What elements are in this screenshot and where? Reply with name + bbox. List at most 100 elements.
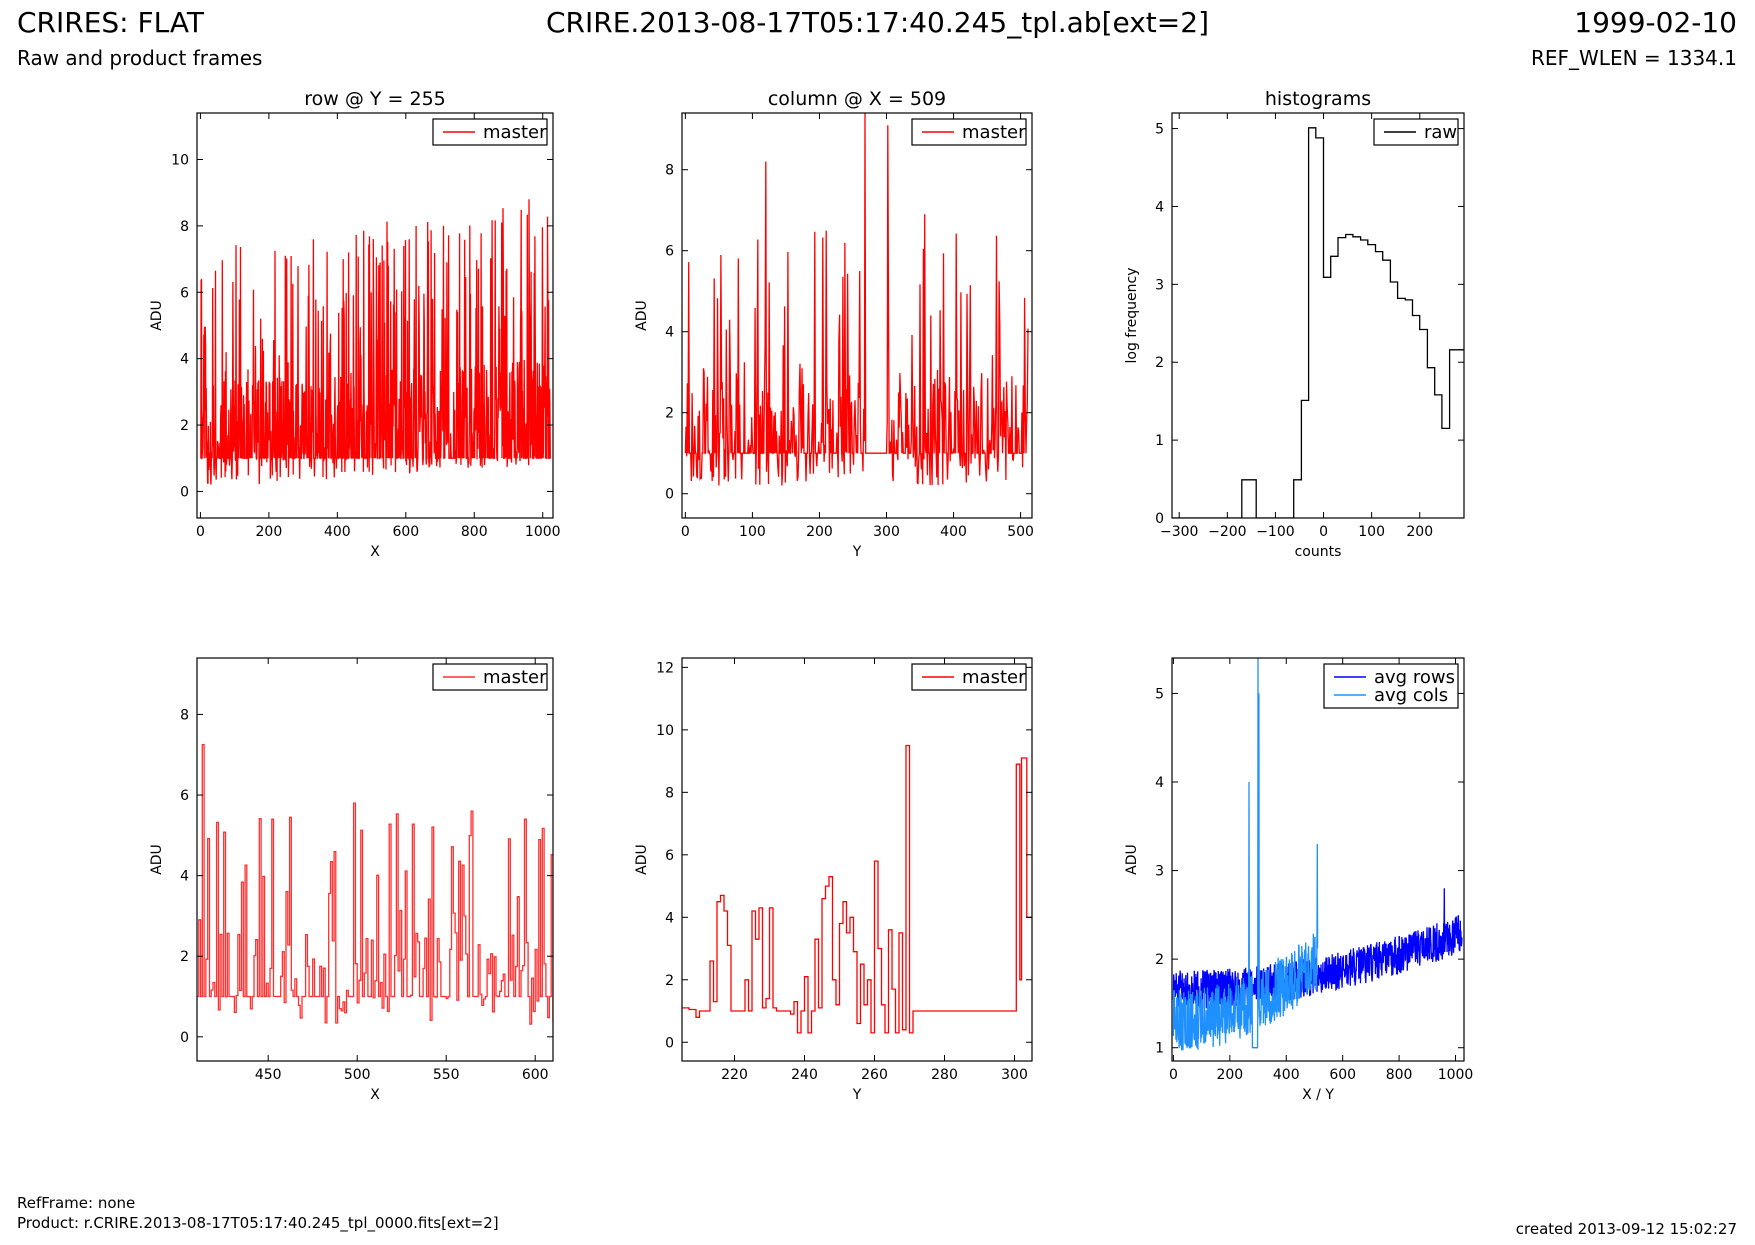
y-tick-label: 3: [1155, 864, 1164, 880]
y-tick-label: 8: [665, 163, 674, 179]
series-line-raw: [1172, 127, 1464, 518]
y-tick-label: 4: [180, 869, 189, 885]
report-subtitle: Raw and product frames: [17, 46, 263, 70]
y-axis-label: ADU: [150, 844, 165, 875]
report-title: CRIRES: FLAT: [17, 6, 204, 39]
chart-column-zoom: 220 240 260 280 300 0 2 4 6 8 10 12 Y ADU master: [634, 657, 1033, 1103]
y-tick-label: 5: [1155, 686, 1164, 702]
plot-frame: [1171, 112, 1465, 519]
y-tick-label: 3: [1155, 277, 1164, 293]
y-tick-label: 4: [665, 910, 674, 926]
x-tick-label: 300: [873, 524, 900, 540]
y-tick-label: 1: [1155, 433, 1164, 449]
x-tick-label: 500: [344, 1067, 371, 1083]
x-tick-label: −300: [1160, 524, 1198, 540]
x-tick-label: 260: [861, 1067, 888, 1083]
x-tick-label: 200: [1406, 524, 1433, 540]
ref-frame: RefFrame: none: [17, 1194, 136, 1212]
product-name: Product: r.CRIRE.2013-08-17T05:17:40.245…: [17, 1214, 499, 1232]
y-tick-label: 2: [665, 973, 674, 989]
y-axis-label: ADU: [150, 300, 165, 331]
x-tick-label: −200: [1208, 524, 1246, 540]
date-title: 1999-02-10: [1574, 6, 1737, 39]
y-tick-label: 2: [180, 949, 189, 965]
y-tick-label: 4: [180, 352, 189, 368]
x-tick-label: 450: [255, 1067, 282, 1083]
x-tick-label: −100: [1256, 524, 1294, 540]
y-tick-label: 6: [665, 848, 674, 864]
chart-row-y255: row @ Y = 255 0 200 400 600 800 1000 0 2 4 6 8 10 X AD…: [150, 90, 561, 560]
x-tick-label: 300: [1001, 1067, 1028, 1083]
x-tick-label: 1000: [525, 524, 561, 540]
legend: master: [911, 118, 1027, 146]
y-tick-label: 0: [665, 1035, 674, 1051]
x-axis-label: X: [370, 544, 380, 560]
y-tick-label: 1: [1155, 1041, 1164, 1057]
y-tick-label: 6: [180, 788, 189, 804]
legend-label: master: [483, 122, 547, 143]
y-tick-label: 4: [665, 325, 674, 341]
plot-frame: [196, 657, 554, 1062]
x-tick-label: 0: [196, 524, 205, 540]
x-tick-label: 220: [721, 1067, 748, 1083]
y-tick-label: 0: [180, 1030, 189, 1046]
x-axis-label: X: [370, 1087, 380, 1103]
chart-column-x509: column @ X = 509 0 100 200 300 400 500 0 2 4 6 8 Y AD…: [634, 90, 1034, 560]
x-tick-label: 400: [324, 524, 351, 540]
legend-label: avg cols: [1374, 685, 1448, 706]
y-tick-label: 0: [665, 487, 674, 503]
chart-title: column @ X = 509: [768, 90, 946, 110]
y-tick-label: 8: [180, 219, 189, 235]
y-tick-label: 5: [1155, 122, 1164, 138]
y-tick-label: 8: [180, 707, 189, 723]
y-tick-label: 4: [1155, 775, 1164, 791]
plot-frame: [681, 657, 1033, 1062]
x-axis-label: counts: [1295, 544, 1342, 560]
x-tick-label: 800: [461, 524, 488, 540]
x-tick-label: 800: [1386, 1067, 1413, 1083]
y-tick-label: 12: [656, 660, 674, 676]
plot-frame: [681, 112, 1033, 519]
y-axis-label: ADU: [634, 844, 650, 875]
plot-frame: [196, 112, 554, 519]
x-tick-label: 400: [1273, 1067, 1300, 1083]
x-tick-label: 200: [1216, 1067, 1243, 1083]
legend: master: [911, 663, 1027, 691]
x-tick-label: 240: [791, 1067, 818, 1083]
y-tick-label: 2: [1155, 355, 1164, 371]
legend-label: master: [483, 667, 547, 688]
x-tick-label: 280: [931, 1067, 958, 1083]
x-tick-label: 1000: [1438, 1067, 1474, 1083]
x-axis-label: X / Y: [1302, 1087, 1334, 1103]
y-tick-label: 2: [665, 406, 674, 422]
y-tick-label: 6: [665, 244, 674, 260]
series-line-avg-rows: [1172, 888, 1463, 1010]
legend: master: [432, 118, 548, 146]
y-tick-label: 0: [1155, 511, 1164, 527]
y-tick-label: 8: [665, 785, 674, 801]
x-tick-label: 0: [681, 524, 690, 540]
y-tick-label: 4: [1155, 199, 1164, 215]
chart-histograms: histograms −300 −200 −100 0 100 200 0 1 2 3 4 5 count…: [1124, 90, 1465, 560]
chart-title: row @ Y = 255: [304, 90, 446, 110]
x-tick-label: 600: [522, 1067, 549, 1083]
series-line-master: [200, 199, 551, 485]
x-tick-label: 400: [940, 524, 967, 540]
series-line-master: [682, 744, 1032, 1034]
y-tick-label: 2: [1155, 952, 1164, 968]
legend: raw: [1373, 118, 1459, 146]
legend-label: raw: [1424, 122, 1457, 143]
legend: master: [432, 663, 548, 691]
chart-title: histograms: [1265, 90, 1371, 110]
legend-label: master: [962, 667, 1026, 688]
y-tick-label: 2: [180, 418, 189, 434]
x-tick-label: 100: [1358, 524, 1385, 540]
x-tick-label: 550: [433, 1067, 460, 1083]
series-line-master: [197, 743, 553, 1025]
series-line-master: [684, 113, 1029, 486]
y-tick-label: 0: [180, 484, 189, 500]
y-tick-label: 10: [656, 723, 674, 739]
legend-label: master: [962, 122, 1026, 143]
x-tick-label: 0: [1319, 524, 1328, 540]
